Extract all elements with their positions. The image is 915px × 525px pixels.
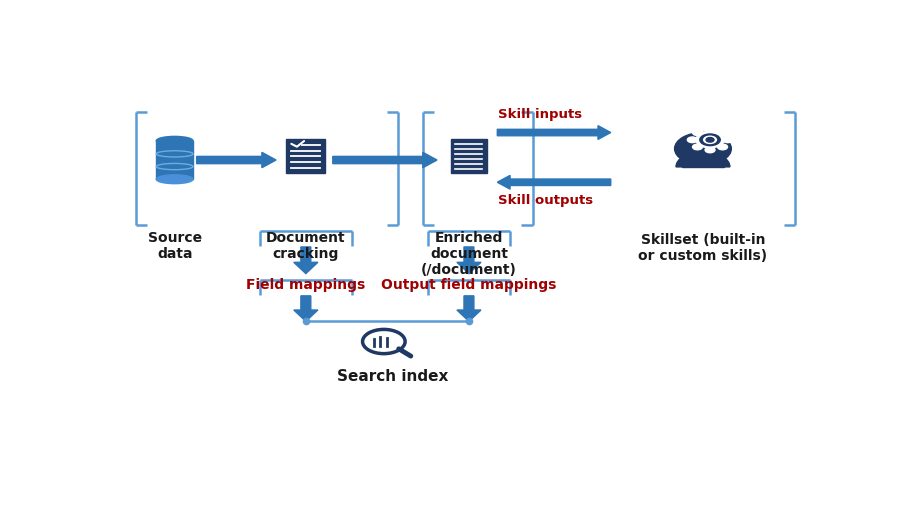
FancyArrow shape [498, 175, 611, 189]
Bar [286, 140, 326, 173]
FancyArrow shape [333, 152, 437, 167]
FancyArrow shape [294, 296, 318, 321]
Ellipse shape [156, 136, 193, 145]
Text: Skill inputs: Skill inputs [498, 108, 582, 121]
Wedge shape [676, 152, 730, 167]
FancyArrow shape [197, 152, 276, 167]
Text: Search index: Search index [338, 369, 448, 384]
Circle shape [674, 132, 731, 165]
Text: Output field mappings: Output field mappings [382, 278, 556, 292]
Ellipse shape [156, 151, 193, 157]
Text: Source
data: Source data [147, 231, 201, 261]
Circle shape [700, 134, 720, 145]
FancyArrow shape [498, 125, 611, 140]
Circle shape [723, 137, 733, 143]
Circle shape [717, 144, 727, 150]
Circle shape [704, 136, 716, 143]
FancyArrow shape [457, 296, 481, 321]
Bar [156, 141, 193, 179]
Ellipse shape [156, 175, 193, 184]
Circle shape [693, 130, 703, 135]
Text: Field mappings: Field mappings [246, 278, 365, 292]
Circle shape [687, 137, 697, 143]
Ellipse shape [156, 163, 193, 170]
Text: Document
cracking: Document cracking [266, 231, 346, 261]
Circle shape [717, 130, 727, 135]
Circle shape [693, 144, 703, 150]
Bar [682, 155, 724, 167]
Circle shape [705, 147, 715, 153]
Text: Skillset (built-in
or custom skills): Skillset (built-in or custom skills) [639, 233, 768, 263]
Text: Enriched
document
(/document): Enriched document (/document) [421, 231, 517, 277]
FancyArrow shape [294, 247, 318, 274]
FancyArrow shape [457, 247, 481, 274]
Circle shape [704, 136, 716, 143]
Circle shape [706, 138, 714, 142]
Circle shape [705, 127, 715, 132]
Text: Skill outputs: Skill outputs [498, 194, 593, 207]
Bar [451, 140, 487, 173]
Circle shape [695, 132, 725, 148]
